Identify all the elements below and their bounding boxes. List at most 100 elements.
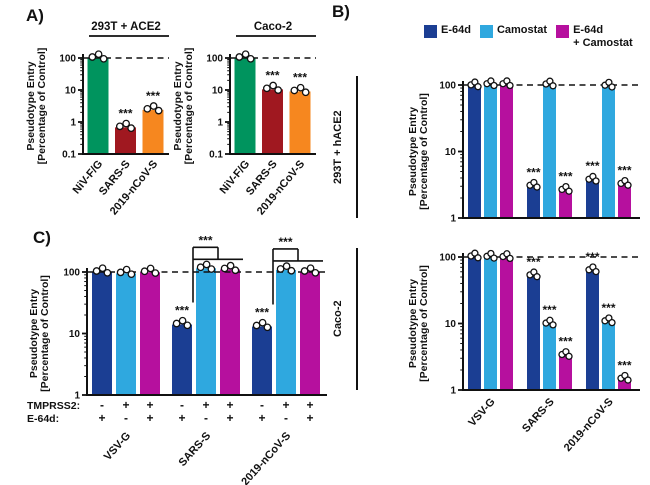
svg-text:***: *** <box>265 68 279 82</box>
svg-text:+: + <box>146 411 153 425</box>
svg-text:***: *** <box>617 358 631 372</box>
legend-label-e64d-camostat: E-64d + Camostat <box>573 24 633 49</box>
svg-text:0.1: 0.1 <box>62 150 76 161</box>
legend-item-e64d: E-64d <box>424 24 471 38</box>
e64d-swatch-icon <box>424 25 437 38</box>
svg-text:***: *** <box>175 304 189 318</box>
svg-text:***: *** <box>278 235 292 249</box>
svg-text:+: + <box>226 398 233 412</box>
svg-text:+: + <box>98 411 105 425</box>
svg-text:+: + <box>178 411 185 425</box>
svg-text:-: - <box>124 411 128 425</box>
svg-text:0.1: 0.1 <box>209 150 223 161</box>
svg-text:***: *** <box>255 305 269 319</box>
svg-text:***: *** <box>601 301 615 315</box>
svg-text:***: *** <box>198 233 212 247</box>
svg-text:-: - <box>100 398 104 412</box>
svg-text:-: - <box>180 398 184 412</box>
row-label-caco2: Caco-2 <box>332 300 344 338</box>
legend-item-camostat: Camostat <box>479 24 548 38</box>
svg-text:10: 10 <box>445 319 457 330</box>
svg-text:+: + <box>226 411 233 425</box>
svg-text:VSV-G: VSV-G <box>102 430 133 463</box>
chart-a-caco2: 0.1 1 10 100 *** *** Caco-2 Pseudotype Entry [Pe… <box>172 21 316 217</box>
legend-label-e64d: E-64d <box>441 24 471 36</box>
svg-text:***: *** <box>293 70 307 84</box>
svg-text:2019-nCoV-S: 2019-nCoV-S <box>562 396 616 454</box>
svg-text:10: 10 <box>212 86 224 97</box>
svg-text:1: 1 <box>450 386 456 397</box>
svg-text:***: *** <box>585 250 599 264</box>
svg-text:10: 10 <box>69 329 81 340</box>
svg-text:Pseudotype Entry: Pseudotype Entry <box>407 279 419 368</box>
panel-a-label: A) <box>26 6 44 25</box>
svg-text:[Percentage of Control]: [Percentage of Control] <box>418 265 430 382</box>
svg-text:***: *** <box>558 169 572 183</box>
svg-text:***: *** <box>526 165 540 179</box>
chart-b-caco2: 1 10 100 *** *** *** *** *** *** Pseudotype Entry… <box>407 249 640 454</box>
svg-text:[Percentage of Control]: [Percentage of Control] <box>418 93 430 210</box>
svg-text:+: + <box>122 398 129 412</box>
svg-text:***: *** <box>118 106 132 120</box>
svg-text:Caco-2: Caco-2 <box>254 21 292 33</box>
svg-text:+: + <box>306 411 313 425</box>
legend-label-camostat: Camostat <box>496 24 548 36</box>
panel-c-label: C) <box>33 228 51 247</box>
svg-text:+: + <box>146 398 153 412</box>
svg-text:+: + <box>282 398 289 412</box>
svg-text:SARS-S: SARS-S <box>177 430 214 469</box>
svg-text:TMPRSS2:: TMPRSS2: <box>27 400 80 412</box>
svg-text:***: *** <box>585 159 599 173</box>
e64d-camostat-swatch-icon <box>556 25 570 38</box>
svg-text:E-64d:: E-64d: <box>27 413 59 425</box>
svg-text:10: 10 <box>445 147 457 158</box>
row-label-293t-hace2: 293T + hACE2 <box>332 110 344 184</box>
row-label-rule <box>355 248 358 390</box>
svg-text:-: - <box>260 398 264 412</box>
svg-text:SARS-S: SARS-S <box>520 396 557 435</box>
svg-text:2019-nCoV-S: 2019-nCoV-S <box>239 430 293 485</box>
svg-text:100: 100 <box>63 268 80 279</box>
svg-text:VSV-G: VSV-G <box>466 396 497 429</box>
chart-c-tmprss2: 1 10 100 *** *** Pseudotype Entry [Percentage … <box>27 233 327 485</box>
svg-text:100: 100 <box>59 54 76 65</box>
svg-text:+: + <box>306 398 313 412</box>
svg-text:100: 100 <box>439 81 456 92</box>
svg-text:Pseudotype Entry: Pseudotype Entry <box>28 289 40 378</box>
svg-text:100: 100 <box>439 253 456 264</box>
chart-b-293t-hace2: 1 10 100 *** *** *** *** Pseudotype Entry [Perce… <box>407 77 640 225</box>
svg-text:***: *** <box>526 255 540 269</box>
svg-text:+: + <box>202 398 209 412</box>
svg-text:***: *** <box>146 89 160 103</box>
legend: E-64d Camostat E-64d + Camostat <box>424 24 633 49</box>
legend-label-line2: + Camostat <box>573 36 633 49</box>
svg-text:100: 100 <box>206 54 223 65</box>
panel-b-top-row-label: 293T + hACE2 <box>332 76 358 218</box>
svg-text:[Percentage of Control]: [Percentage of Control] <box>183 48 195 165</box>
svg-text:1: 1 <box>450 214 456 225</box>
svg-text:Pseudotype Entry: Pseudotype Entry <box>172 61 184 150</box>
svg-text:Pseudotype Entry: Pseudotype Entry <box>25 61 37 150</box>
svg-text:***: *** <box>542 303 556 317</box>
svg-text:Pseudotype Entry: Pseudotype Entry <box>407 107 419 196</box>
svg-text:-: - <box>284 411 288 425</box>
svg-text:1: 1 <box>70 118 76 129</box>
chart-a-293t-ace2: 0.1 1 10 100 *** *** 293T + ACE2 Pseudotype Ent… <box>25 21 169 217</box>
row-label-rule <box>355 76 358 218</box>
svg-text:[Percentage of Control]: [Percentage of Control] <box>39 275 51 392</box>
svg-text:+: + <box>258 411 265 425</box>
panel-b-label: B) <box>332 2 350 21</box>
camostat-swatch-icon <box>479 25 493 38</box>
svg-text:-: - <box>204 411 208 425</box>
svg-text:***: *** <box>558 335 572 349</box>
legend-label-line1: E-64d <box>573 24 604 36</box>
svg-text:1: 1 <box>74 391 80 402</box>
svg-text:[Percentage of Control]: [Percentage of Control] <box>36 48 48 165</box>
svg-text:***: *** <box>617 163 631 177</box>
panel-b-bottom-row-label: Caco-2 <box>332 248 358 390</box>
legend-item-e64d-camostat: E-64d + Camostat <box>556 24 633 49</box>
svg-text:10: 10 <box>65 86 77 97</box>
svg-text:293T + ACE2: 293T + ACE2 <box>91 21 161 33</box>
svg-text:1: 1 <box>217 118 223 129</box>
